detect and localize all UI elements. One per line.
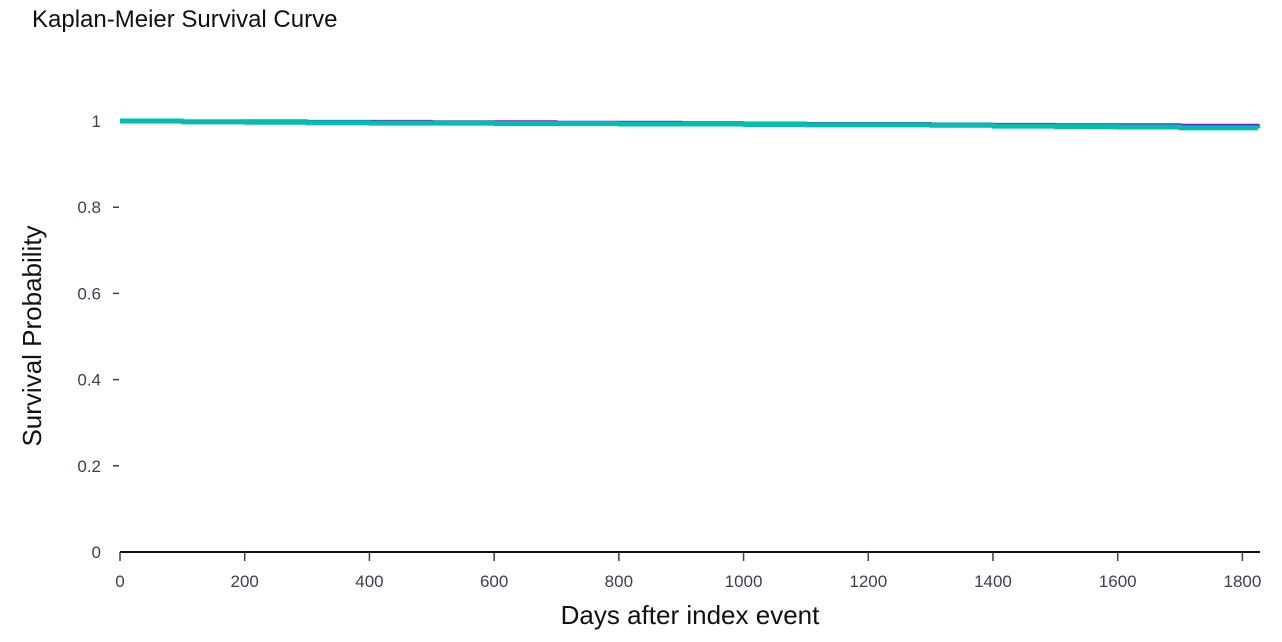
survival-curve-2: [120, 118, 1261, 131]
x-tick-label: 1600: [1099, 572, 1137, 591]
x-tick-label: 200: [231, 572, 259, 591]
y-axis-label: Survival Probability: [17, 225, 47, 446]
x-tick-label: 1000: [725, 572, 763, 591]
chart-title: Kaplan-Meier Survival Curve: [32, 6, 337, 33]
y-tick-label: 1: [92, 112, 101, 131]
x-axis-label: Days after index event: [561, 600, 820, 630]
y-axis-ticks: 0 0.2 0.4 0.6 0.8 1: [77, 112, 119, 562]
y-tick-label: 0: [92, 543, 101, 562]
x-tick-label: 1200: [849, 572, 887, 591]
x-tick-label: 1800: [1223, 572, 1261, 591]
x-tick-label: 1400: [974, 572, 1012, 591]
x-axis-ticks: 0 200 400 600 800 1000 1200 1400 1600 1800: [115, 552, 1261, 591]
x-tick-label: 600: [480, 572, 508, 591]
y-tick-label: 0.6: [77, 284, 101, 303]
series-layer: [120, 118, 1261, 131]
x-tick-label: 400: [355, 572, 383, 591]
y-tick-label: 0.8: [77, 198, 101, 217]
x-tick-label: 800: [605, 572, 633, 591]
y-tick-label: 0.2: [77, 457, 101, 476]
x-tick-label: 0: [115, 572, 124, 591]
y-tick-label: 0.4: [77, 371, 101, 390]
